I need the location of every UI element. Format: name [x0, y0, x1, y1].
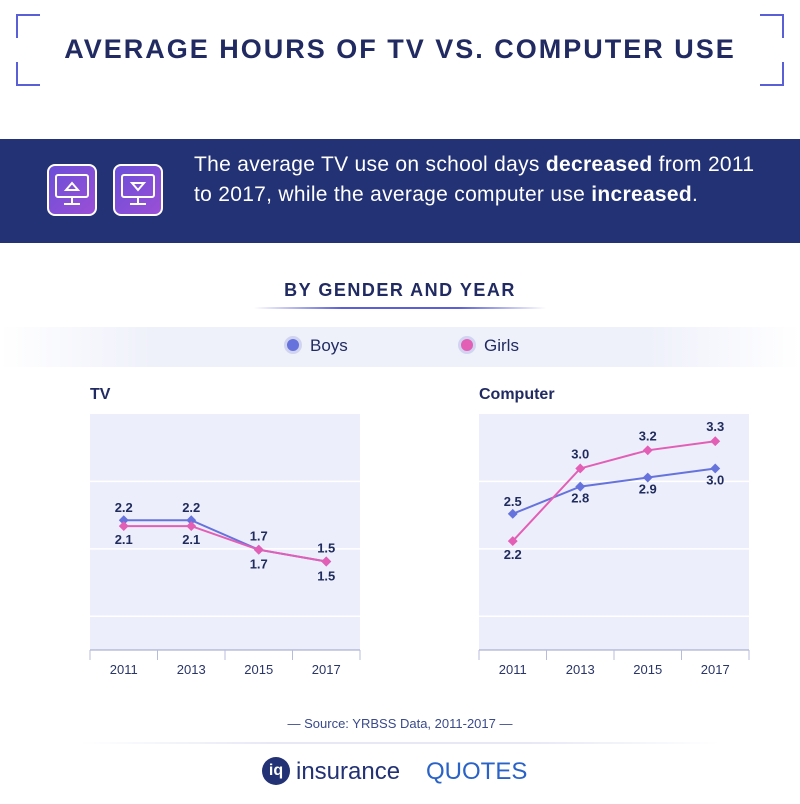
data-label-boys: 2.9	[639, 482, 657, 497]
x-tick-label: 2015	[633, 662, 662, 677]
data-point-girls	[575, 463, 586, 474]
plot-background	[479, 414, 749, 650]
data-point-girls	[642, 445, 653, 456]
computer-chart-title: Computer	[479, 386, 555, 403]
data-label-girls: 1.7	[250, 557, 268, 572]
data-label-boys: 1.5	[317, 541, 335, 556]
computer-chart: 2011 2013 2015 2017 2.5 2.8 2.9 3.0 2.2 3.0 3.2 3.3	[478, 414, 750, 677]
monitor-up-icon	[47, 164, 97, 216]
page-title: Average Hours of TV vs. Computer Use	[64, 34, 736, 64]
frame-corner	[16, 62, 40, 86]
section-title: BY GENDER AND YEAR	[284, 280, 516, 300]
series-line-girls	[123, 525, 327, 563]
series-line-boys	[512, 467, 716, 515]
data-point-girls	[321, 556, 332, 567]
x-tick-label: 2013	[566, 662, 595, 677]
x-tick-label: 2015	[244, 662, 273, 677]
x-tick-label: 2011	[110, 662, 138, 677]
data-label-girls: 3.2	[639, 428, 657, 443]
data-label-boys: 3.0	[706, 472, 724, 487]
summary-text: The average TV use on school days decrea…	[194, 150, 774, 210]
x-tick-label: 2017	[701, 662, 730, 677]
data-label-girls: 3.0	[571, 446, 589, 461]
data-label-girls: 3.3	[706, 419, 724, 434]
data-point-boys	[642, 472, 653, 483]
summary-text-part: from 2011 to 2017, while the average com…	[194, 153, 755, 206]
data-label-girls: 2.1	[182, 532, 200, 547]
tv-chart-title: TV	[90, 386, 111, 403]
plot-background	[90, 414, 360, 650]
legend-bar	[0, 327, 800, 367]
legend-girls: Girls	[458, 336, 519, 356]
frame-corner	[760, 14, 784, 38]
summary-text-part: .	[692, 183, 699, 206]
data-label-boys: 2.2	[182, 500, 200, 515]
logo-text-quotes: QUOTES	[426, 758, 528, 785]
data-label-girls: 2.1	[115, 532, 133, 547]
data-label-boys: 2.8	[571, 491, 589, 506]
legend-boys-label: Boys	[310, 336, 348, 355]
x-tick-label: 2011	[499, 662, 527, 677]
source-note: — Source: YRBSS Data, 2011-2017 —	[287, 716, 513, 731]
legend-girls-marker	[458, 336, 476, 354]
section-underline	[254, 307, 546, 309]
data-point-boys	[710, 463, 721, 474]
summary-emphasis-increased: increased	[591, 183, 693, 206]
series-line-girls	[512, 440, 716, 542]
tv-chart: 2011 2013 2015 2017 2.2 2.2 1.7 1.5 2.1 2.1 1.7 1.5	[89, 414, 361, 677]
summary-banner	[0, 139, 800, 243]
x-tick-label: 2013	[177, 662, 206, 677]
data-label-boys: 1.7	[250, 529, 268, 544]
data-label-girls: 1.5	[317, 569, 335, 584]
frame-corner	[16, 14, 40, 38]
logo-mark-icon: iq	[262, 757, 290, 785]
legend-boys: Boys	[284, 336, 348, 356]
source-divider	[80, 742, 720, 744]
data-label-girls: 2.2	[504, 547, 522, 562]
frame-corner	[760, 62, 784, 86]
data-label-boys: 2.5	[504, 494, 522, 509]
monitor-down-icon	[113, 164, 163, 216]
title-frame: Average Hours of TV vs. Computer Use	[16, 14, 784, 86]
legend-girls-label: Girls	[484, 336, 519, 355]
data-point-boys	[575, 481, 586, 492]
summary-text-part: The average TV use on school days	[194, 153, 546, 176]
data-point-girls	[710, 436, 721, 447]
logo-text-insurance: insurance	[296, 758, 401, 785]
summary-emphasis-decreased: decreased	[545, 153, 653, 176]
data-label-boys: 2.2	[115, 500, 133, 515]
x-tick-label: 2017	[312, 662, 341, 677]
legend-boys-marker	[284, 336, 302, 354]
